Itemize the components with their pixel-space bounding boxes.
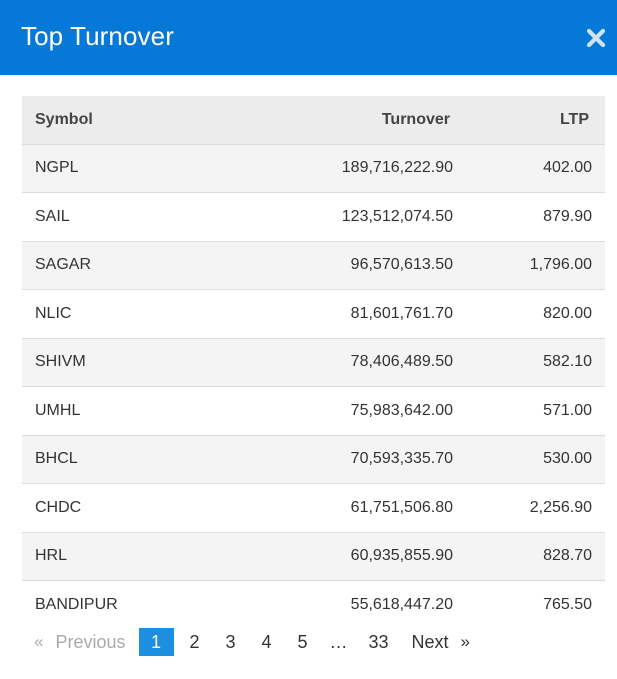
table-row[interactable]: SAGAR 96,570,613.50 1,796.00 <box>22 241 605 290</box>
table-row[interactable]: BANDIPUR 55,618,447.20 765.50 <box>22 580 605 629</box>
cell-turnover: 96,570,613.50 <box>350 256 453 274</box>
cell-turnover: 75,983,642.00 <box>350 401 453 419</box>
cell-ltp: 530.00 <box>543 450 592 468</box>
cell-symbol: SAIL <box>35 207 70 225</box>
cell-turnover: 60,935,855.90 <box>350 547 453 565</box>
page-5-button[interactable]: 5 <box>297 631 308 652</box>
pagination-ellipsis: … <box>329 631 348 652</box>
modal-header: Top Turnover <box>0 0 617 75</box>
cell-turnover: 70,593,335.70 <box>350 450 453 468</box>
cell-turnover: 189,716,222.90 <box>341 159 453 177</box>
cell-ltp: 828.70 <box>543 547 592 565</box>
cell-symbol: SHIVM <box>35 353 86 371</box>
table-row[interactable]: HRL 60,935,855.90 828.70 <box>22 532 605 581</box>
table-header-row: Symbol Turnover LTP <box>22 96 605 144</box>
cell-ltp: 820.00 <box>543 304 592 322</box>
close-button[interactable] <box>584 26 608 50</box>
table-row[interactable]: UMHL 75,983,642.00 571.00 <box>22 386 605 435</box>
cell-turnover: 123,512,074.50 <box>341 207 453 225</box>
cell-ltp: 402.00 <box>543 159 592 177</box>
turnover-table-container: Symbol Turnover LTP NGPL 189,716,222.90 40… <box>22 96 605 629</box>
cell-symbol: CHDC <box>35 498 82 516</box>
cell-symbol: SAGAR <box>35 256 92 274</box>
cell-symbol: NGPL <box>35 159 79 177</box>
previous-button: Previous <box>55 631 126 652</box>
column-header-turnover[interactable]: Turnover <box>381 110 450 128</box>
cell-ltp: 1,796.00 <box>529 256 592 274</box>
table-row[interactable]: CHDC 61,751,506.80 2,256.90 <box>22 483 605 532</box>
table-row[interactable]: SAIL 123,512,074.50 879.90 <box>22 192 605 241</box>
next-button[interactable]: Next <box>411 631 449 652</box>
close-icon <box>586 28 606 48</box>
cell-turnover: 78,406,489.50 <box>350 353 453 371</box>
previous-arrow-icon: « <box>34 632 44 651</box>
column-header-symbol[interactable]: Symbol <box>35 110 93 128</box>
modal-title: Top Turnover <box>21 21 174 51</box>
cell-symbol: HRL <box>35 547 68 565</box>
table-row[interactable]: SHIVM 78,406,489.50 582.10 <box>22 338 605 387</box>
cell-symbol: NLIC <box>35 304 72 322</box>
pagination: « Previous 1 2 3 4 5 … 33 Next » <box>22 628 470 656</box>
table-row[interactable]: NGPL 189,716,222.90 402.00 <box>22 144 605 193</box>
cell-ltp: 582.10 <box>543 353 592 371</box>
cell-ltp: 765.50 <box>543 596 592 613</box>
cell-ltp: 879.90 <box>543 207 592 225</box>
column-header-ltp[interactable]: LTP <box>559 110 589 128</box>
cell-symbol: UMHL <box>35 401 81 419</box>
table-row[interactable]: BHCL 70,593,335.70 530.00 <box>22 435 605 484</box>
table-body: NGPL 189,716,222.90 402.00 SAIL 123,512,074.… <box>22 144 605 629</box>
page-4-button[interactable]: 4 <box>261 631 272 652</box>
next-arrow-icon[interactable]: » <box>460 632 470 651</box>
page-33-button[interactable]: 33 <box>368 631 389 652</box>
page-3-button[interactable]: 3 <box>225 631 236 652</box>
cell-ltp: 2,256.90 <box>529 498 592 516</box>
cell-symbol: BANDIPUR <box>35 596 118 613</box>
table-row[interactable]: NLIC 81,601,761.70 820.00 <box>22 289 605 338</box>
cell-symbol: BHCL <box>35 450 78 468</box>
turnover-table: Symbol Turnover LTP NGPL 189,716,222.90 40… <box>22 96 605 629</box>
page-2-button[interactable]: 2 <box>189 631 200 652</box>
cell-ltp: 571.00 <box>543 401 592 419</box>
cell-turnover: 55,618,447.20 <box>350 596 453 613</box>
cell-turnover: 81,601,761.70 <box>350 304 453 322</box>
cell-turnover: 61,751,506.80 <box>350 498 453 516</box>
page-1-button[interactable]: 1 <box>138 628 174 656</box>
